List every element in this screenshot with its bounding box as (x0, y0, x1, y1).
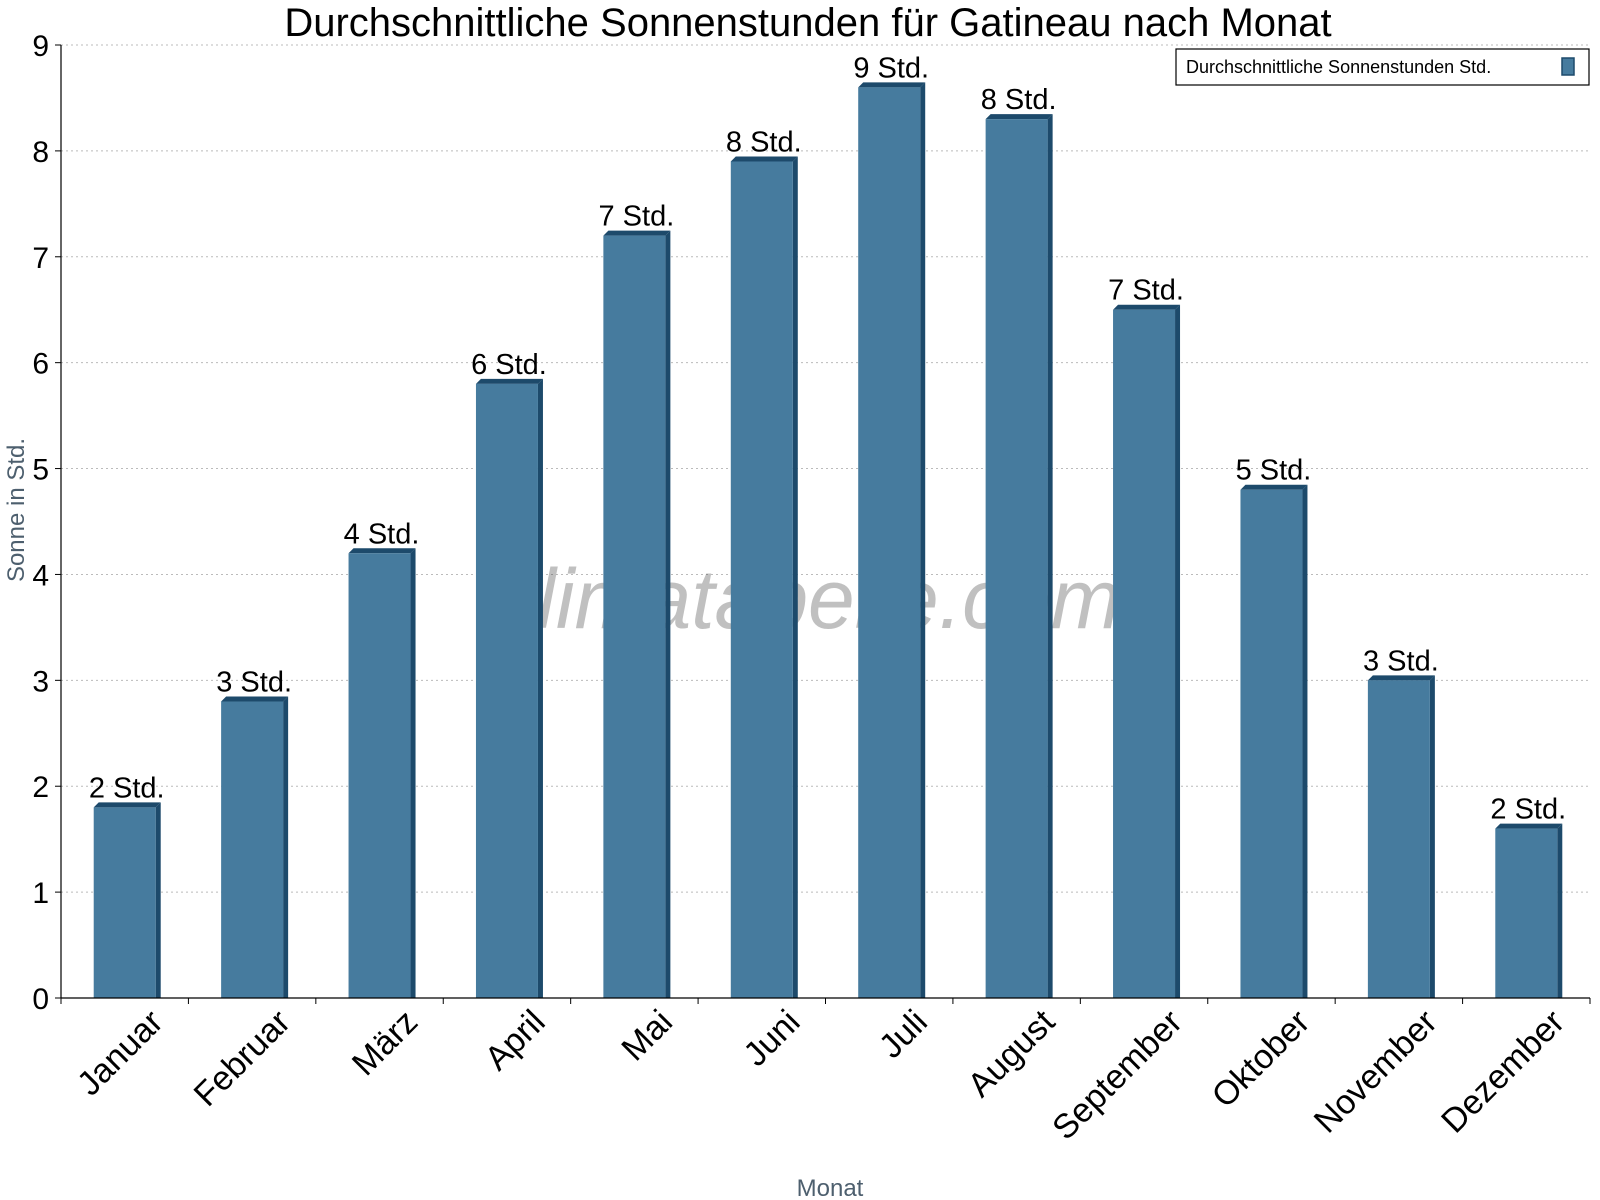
data-label: 3 Std. (1363, 645, 1439, 677)
bar-top (1495, 823, 1563, 829)
x-tick-label: April (478, 1003, 553, 1078)
x-tick-label: März (345, 1003, 425, 1083)
bar-september (1113, 304, 1181, 998)
grid-lines (61, 44, 1590, 893)
y-axis-title: Sonne in Std. (3, 438, 30, 582)
data-label: 2 Std. (1490, 794, 1566, 826)
bar-side (155, 802, 161, 998)
bar-top (858, 82, 926, 88)
bar-side (410, 548, 416, 998)
y-tick-label: 7 (32, 242, 49, 275)
bar (93, 807, 156, 998)
bar-side (1175, 304, 1181, 998)
x-tick-label: September (1045, 1003, 1189, 1147)
bar-side (537, 378, 543, 998)
x-tick-label: Dezember (1434, 1003, 1572, 1141)
bar-top (985, 114, 1053, 120)
bar-november (1367, 675, 1435, 998)
data-labels: 2 Std. 3 Std. 4 Std. 6 Std. 7 Std. 8 Std. 9 St… (89, 52, 1566, 825)
bars (93, 82, 1563, 999)
bar-januar (93, 802, 161, 998)
bar-top (730, 156, 798, 162)
legend: Durchschnittliche Sonnenstunden Std. (1175, 48, 1590, 86)
x-tick-label: Mai (614, 1003, 680, 1069)
data-label: 7 Std. (1108, 275, 1184, 307)
chart-title: Durchschnittliche Sonnenstunden für Gati… (284, 1, 1331, 45)
bar-april (475, 378, 543, 998)
bar-märz (348, 548, 416, 998)
bar-august (985, 114, 1053, 999)
legend-box (1175, 48, 1590, 86)
bar (1495, 828, 1558, 998)
bar-side (1047, 114, 1053, 999)
y-tick-label: 1 (32, 877, 49, 910)
x-axis-title: Monat (797, 1175, 864, 1200)
data-label: 5 Std. (1236, 455, 1312, 487)
bar-juli (858, 82, 926, 999)
y-tick-label: 5 (32, 454, 49, 487)
x-tick-label: Juni (736, 1003, 807, 1074)
y-tick-label: 3 (32, 665, 49, 698)
bar (348, 553, 411, 998)
bar-mai (603, 230, 671, 999)
y-tick-label: 6 (32, 348, 49, 381)
legend-label: Durchschnittliche Sonnenstunden Std. (1186, 57, 1491, 77)
x-tick-label: Oktober (1205, 1003, 1317, 1115)
bar (730, 161, 793, 998)
data-label: 2 Std. (89, 772, 165, 804)
bar-dezember (1495, 823, 1563, 998)
bar (1113, 309, 1176, 998)
bar-top (475, 378, 543, 384)
y-tick-label: 0 (32, 983, 49, 1016)
bar-top (1113, 304, 1181, 310)
bar (858, 87, 921, 999)
bar-side (920, 82, 926, 999)
legend-swatch (1561, 57, 1575, 76)
y-tick-label: 4 (32, 559, 49, 592)
bar-top (348, 548, 416, 554)
data-label: 6 Std. (471, 349, 547, 381)
bar-februar (221, 696, 289, 998)
bar-top (1240, 484, 1308, 490)
bar (985, 119, 1048, 999)
data-label: 9 Std. (853, 52, 929, 84)
bar (475, 383, 538, 998)
bar-side (665, 230, 671, 999)
data-label: 4 Std. (344, 518, 420, 550)
bar (221, 701, 284, 998)
bar-side (792, 156, 798, 998)
bar (603, 235, 666, 999)
y-tick-label: 9 (32, 30, 49, 63)
x-tick-label: Januar (70, 1003, 170, 1103)
data-label: 7 Std. (598, 201, 674, 233)
y-tick-label: 2 (32, 771, 49, 804)
data-label: 8 Std. (726, 126, 802, 158)
x-tick-label: Juli (872, 1003, 935, 1066)
bar-top (603, 230, 671, 236)
y-tick-label: 8 (32, 136, 49, 169)
x-tick-label: November (1307, 1003, 1445, 1141)
bar-top (221, 696, 289, 702)
bar-top (93, 802, 161, 808)
data-label: 3 Std. (216, 667, 292, 699)
bar-oktober (1240, 484, 1308, 998)
x-tick-label: August (961, 1002, 1063, 1104)
bar-side (1302, 484, 1308, 998)
x-tick-label: Februar (187, 1003, 298, 1114)
bar-side (1557, 823, 1563, 998)
bar-side (1429, 675, 1435, 998)
bar-top (1367, 675, 1435, 681)
bar-side (283, 696, 289, 998)
bar (1367, 680, 1430, 998)
bar (1240, 489, 1303, 998)
bar-juni (730, 156, 798, 998)
data-label: 8 Std. (981, 84, 1057, 116)
